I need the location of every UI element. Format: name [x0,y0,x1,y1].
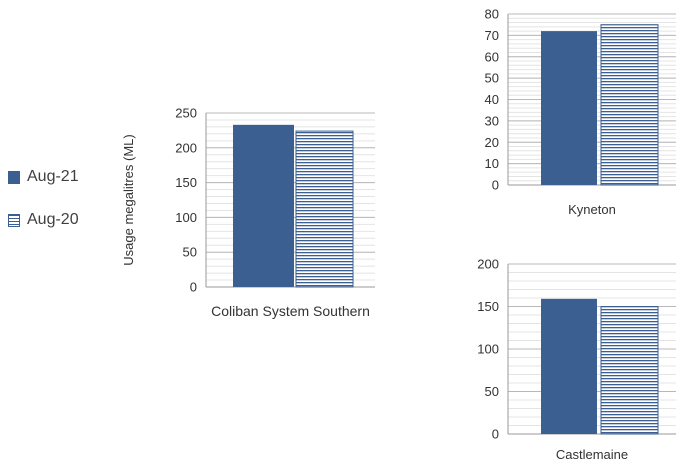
x-axis-label: Castlemaine [556,447,628,462]
y-tick-label: 80 [485,7,499,22]
legend-swatch-aug20 [8,213,20,227]
y-tick-label: 250 [175,106,197,121]
chart-kyneton: 0 10 20 30 40 50 60 70 80 Kyneton [485,7,676,217]
bar-aug21 [541,298,597,434]
bar-aug21 [541,31,597,185]
y-tick-label: 200 [175,140,197,155]
y-tick-label: 20 [485,135,499,150]
legend-label-aug20: Aug-20 [27,211,79,228]
chart-castlemaine: 0 50 100 150 200 Castlemaine [477,257,676,462]
y-tick-label: 30 [485,113,499,128]
y-axis-label: Usage megalitres (ML) [121,134,136,266]
bar-aug21 [233,124,294,287]
y-tick-label: 100 [477,342,499,357]
legend-item-aug20: Aug-20 [8,211,79,229]
y-tick-label: 60 [485,49,499,64]
y-tick-label: 50 [183,245,197,260]
legend-label-aug21: Aug-21 [27,168,79,185]
y-tick-label: 0 [190,280,197,295]
bar-aug20 [600,24,659,186]
x-axis-label: Coliban System Southern [211,303,370,319]
y-tick-label: 0 [492,178,499,193]
y-tick-label: 0 [492,427,499,442]
y-tick-label: 200 [477,257,499,272]
bar-aug20 [295,130,354,288]
y-tick-label: 40 [485,92,499,107]
legend-swatch-aug21 [8,170,20,184]
x-axis-label: Kyneton [568,202,616,217]
y-tick-label: 100 [175,210,197,225]
y-tick-label: 70 [485,28,499,43]
y-tick-label: 10 [485,156,499,171]
y-tick-label: 150 [477,299,499,314]
chart-coliban: 0 50 100 150 200 250 Coliban System Southern Us… [121,106,375,319]
bar-aug20 [600,306,659,435]
y-tick-label: 50 [485,71,499,86]
legend-item-aug21: Aug-21 [8,168,79,186]
y-tick-label: 50 [485,384,499,399]
y-tick-label: 150 [175,175,197,190]
